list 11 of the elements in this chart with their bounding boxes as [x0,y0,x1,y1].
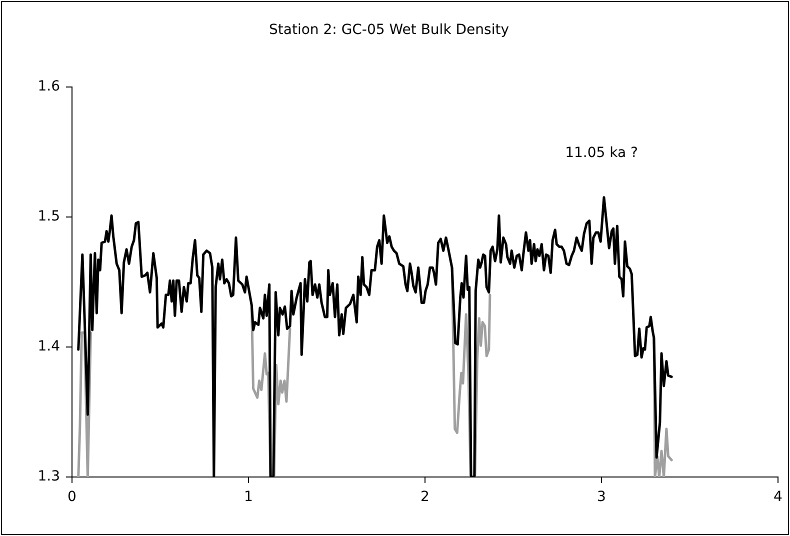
x-tick-label: 3 [597,489,606,506]
x-tick-label: 2 [420,489,430,506]
y-tick-label: 1.3 [38,468,60,485]
x-tick-label: 4 [774,489,783,506]
x-tick-label: 0 [68,489,76,506]
y-tick-label: 1.5 [38,208,60,225]
y-tick-label: 1.6 [38,78,60,94]
annotation: 11.05 ka ? [565,144,638,161]
x-tick-label: 1 [244,489,253,506]
chart-title: Station 2: GC-05 Wet Bulk Density [269,22,509,38]
y-tick-label: 1.4 [38,338,60,355]
